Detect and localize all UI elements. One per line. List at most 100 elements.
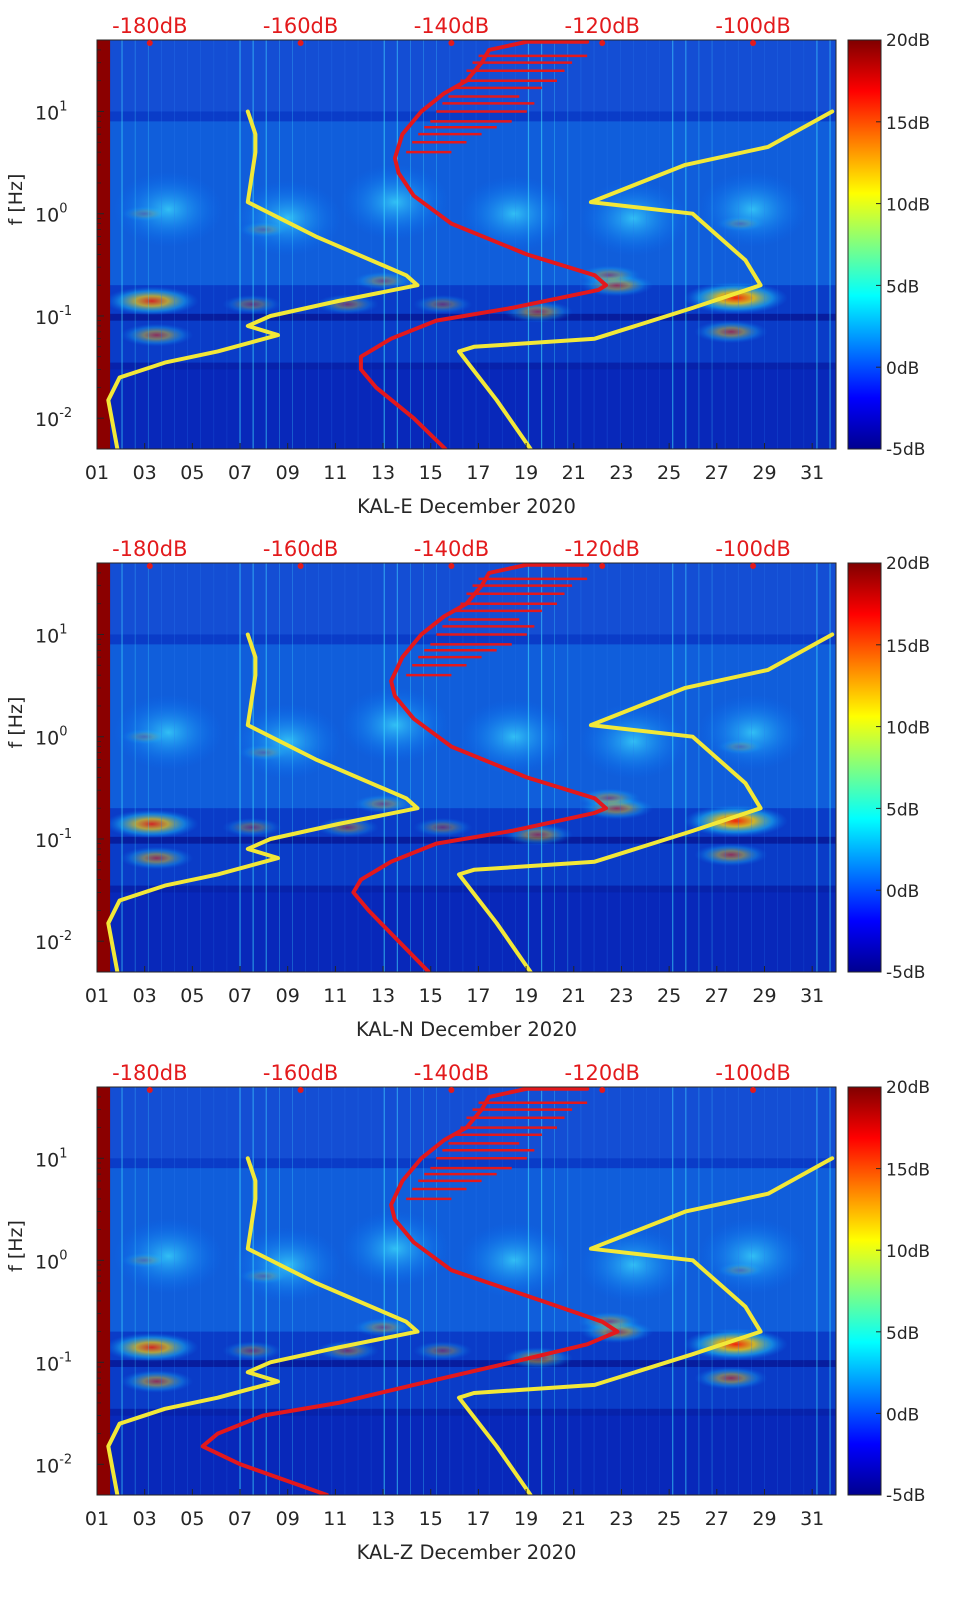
spectrogram-hotspot [412, 1341, 473, 1361]
y-tick-base: 10 [35, 1251, 59, 1273]
top-db-tick-label: -140dB [414, 1061, 489, 1085]
x-tick-label: 11 [323, 462, 347, 484]
x-tick-label: 23 [609, 462, 633, 484]
x-tick-label: 17 [466, 462, 490, 484]
top-db-tick-label: -100dB [715, 14, 790, 38]
x-tick-label: 11 [323, 985, 347, 1007]
y-tick-label: 10-1 [35, 304, 72, 329]
nhnm-curve [457, 109, 835, 449]
y-tick-label: 100 [35, 1248, 67, 1273]
colorbar-tick-label: 20dB [886, 1078, 930, 1098]
y-tick-exponent: -1 [59, 304, 72, 319]
x-tick-label: 27 [705, 1508, 729, 1530]
x-tick-label: 01 [85, 462, 109, 484]
colorbar-tick-label: 5dB [886, 800, 919, 820]
top-db-tick-marker [146, 40, 153, 46]
spectrogram-hotspot [104, 1332, 199, 1362]
top-db-tick-marker [448, 40, 455, 46]
y-axis-title: f [Hz] [5, 697, 27, 749]
colorbar-tick-label: 15dB [886, 114, 930, 134]
x-tick-label: 23 [609, 1508, 633, 1530]
low-frequency-band [97, 892, 836, 972]
x-tick-label: 03 [133, 1508, 157, 1530]
spectrogram-hotspot [412, 294, 473, 314]
x-tick-label: 05 [180, 1508, 204, 1530]
top-db-tick-marker [448, 563, 455, 569]
nlnm-curve [106, 1156, 420, 1495]
top-db-tick-marker [750, 1087, 757, 1093]
spectrogram-hotspot [715, 1262, 766, 1279]
spectrogram-glow [697, 171, 808, 248]
top-db-tick-marker [297, 1087, 304, 1093]
x-tick-label: 27 [705, 462, 729, 484]
y-tick-base: 10 [35, 205, 59, 227]
y-tick-exponent: -2 [59, 406, 72, 421]
top-db-tick-label: -100dB [715, 1061, 790, 1085]
spectrogram-hotspot [238, 1267, 290, 1285]
colorbar-tick-label: -5dB [886, 440, 925, 460]
y-tick-label: 10-1 [35, 827, 72, 852]
spectrogram-hotspot [238, 221, 290, 238]
colorbar-tick-label: 10dB [886, 719, 930, 739]
top-db-tick-label: -120dB [565, 537, 640, 561]
x-tick-label: 29 [752, 1508, 776, 1530]
y-tick-base: 10 [35, 102, 59, 124]
y-tick-label: 10-2 [35, 929, 72, 954]
top-db-tick-marker [297, 563, 304, 569]
colorbar-tick-label: 5dB [886, 277, 919, 297]
x-tick-label: 31 [800, 462, 824, 484]
x-tick-label: 15 [419, 462, 443, 484]
x-tick-label: 07 [228, 985, 252, 1007]
colorbar-tick-label: -5dB [886, 963, 925, 983]
spectrogram-hotspot [119, 1369, 194, 1393]
top-db-tick-label: -120dB [565, 1061, 640, 1085]
x-tick-label: 11 [323, 1508, 347, 1530]
y-tick-label: 10-2 [35, 1452, 72, 1477]
top-db-tick-label: -100dB [715, 537, 790, 561]
y-tick-label: 100 [35, 202, 67, 227]
spectrogram [97, 563, 836, 972]
x-tick-label: 03 [133, 462, 157, 484]
spectrogram-hotspot [119, 323, 194, 347]
top-db-tick-marker [750, 40, 757, 46]
y-tick-base: 10 [35, 1455, 59, 1477]
spectrogram-hotspot [315, 1340, 379, 1361]
top-db-tick-marker [599, 563, 606, 569]
colorbar-tick-label: 15dB [886, 637, 930, 657]
psd-curve [200, 1087, 620, 1495]
y-tick-exponent: 0 [59, 1248, 67, 1263]
spectrogram-glow [459, 1222, 570, 1299]
high-frequency-band [97, 40, 836, 112]
spectrogram-hotspot [119, 1252, 170, 1269]
notch-band [97, 885, 836, 893]
y-tick-exponent: 1 [59, 622, 67, 637]
x-tick-label: 29 [752, 462, 776, 484]
x-tick-label: 25 [657, 462, 681, 484]
x-axis-title: KAL-E December 2020 [357, 495, 576, 518]
colorbar [847, 562, 882, 973]
x-tick-label: 19 [514, 1508, 538, 1530]
top-db-tick-marker [146, 563, 153, 569]
x-tick-label: 15 [419, 1508, 443, 1530]
x-axis-title: KAL-Z December 2020 [357, 1541, 577, 1564]
colorbar-tick-label: 5dB [886, 1324, 919, 1344]
spectrogram-hotspot [683, 281, 788, 314]
top-db-tick-marker [750, 563, 757, 569]
colorbar-tick-label: 15dB [886, 1161, 930, 1181]
y-tick-exponent: -1 [59, 827, 72, 842]
x-tick-label: 31 [800, 1508, 824, 1530]
top-db-tick-label: -180dB [112, 537, 187, 561]
spectrogram-hotspot [577, 265, 642, 286]
spectrogram-hotspot [315, 294, 379, 315]
spectrogram-hotspot [353, 271, 413, 291]
x-tick-label: 07 [228, 1508, 252, 1530]
x-tick-label: 09 [276, 462, 300, 484]
colorbar-tick-label: 0dB [886, 1405, 919, 1425]
top-db-tick-label: -160dB [263, 537, 338, 561]
x-tick-label: 01 [85, 1508, 109, 1530]
spectrogram-hotspot [222, 294, 282, 314]
y-tick-base: 10 [35, 625, 59, 647]
spectrogram-hotspot [577, 788, 642, 809]
